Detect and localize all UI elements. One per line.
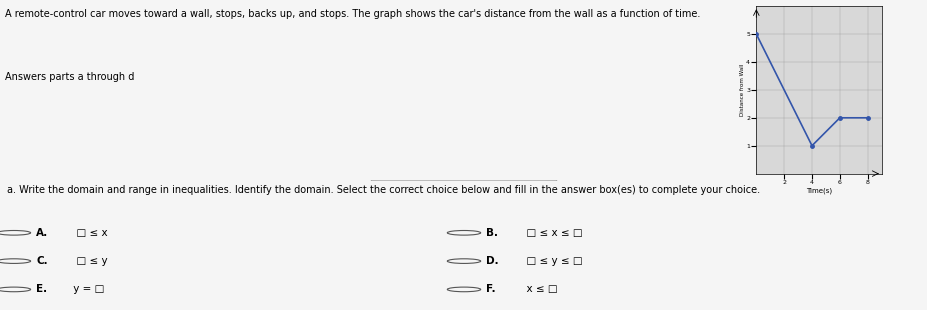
Text: B.: B.	[486, 228, 498, 238]
Text: D.: D.	[486, 256, 499, 266]
Text: F.: F.	[486, 284, 495, 294]
FancyBboxPatch shape	[371, 180, 556, 181]
Y-axis label: Distance from Wall: Distance from Wall	[739, 64, 743, 116]
Text: A remote-control car moves toward a wall, stops, backs up, and stops. The graph : A remote-control car moves toward a wall…	[5, 9, 699, 19]
Text: a. Write the domain and range in inequalities. Identify the domain. Select the c: a. Write the domain and range in inequal…	[7, 185, 760, 195]
Text: E.: E.	[36, 284, 47, 294]
Text: □ ≤ x: □ ≤ x	[70, 228, 108, 238]
X-axis label: Time(s): Time(s)	[805, 188, 832, 194]
Text: y = □: y = □	[70, 284, 104, 294]
Text: A.: A.	[36, 228, 48, 238]
Text: C.: C.	[36, 256, 48, 266]
Text: Answers parts a through d: Answers parts a through d	[5, 72, 133, 82]
Text: □ ≤ x ≤ □: □ ≤ x ≤ □	[519, 228, 581, 238]
Text: □ ≤ y ≤ □: □ ≤ y ≤ □	[519, 256, 581, 266]
Text: □ ≤ y: □ ≤ y	[70, 256, 108, 266]
Text: x ≤ □: x ≤ □	[519, 284, 557, 294]
